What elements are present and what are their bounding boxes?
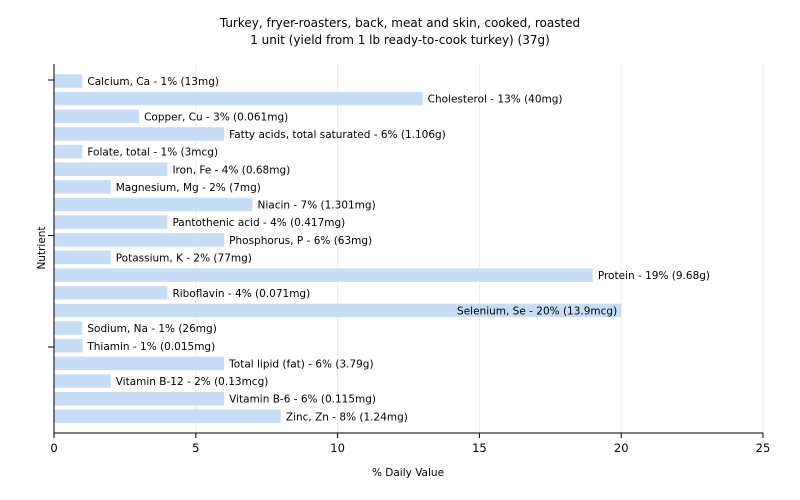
bar-label: Zinc, Zn - 8% (1.24mg) <box>286 411 408 423</box>
bar <box>54 409 281 424</box>
bar-label: Fatty acids, total saturated - 6% (1.106… <box>229 129 446 141</box>
x-tick-label: 25 <box>756 441 771 455</box>
chart-subtitle: 1 unit (yield from 1 lb ready-to-cook tu… <box>250 33 550 47</box>
bar <box>54 339 83 353</box>
bar <box>54 356 225 371</box>
bar <box>54 391 225 406</box>
bar <box>54 91 423 106</box>
bar-label: Niacin - 7% (1.301mg) <box>258 200 376 212</box>
x-tick-label: 20 <box>614 441 629 455</box>
bar-label: Copper, Cu - 3% (0.061mg) <box>144 111 288 123</box>
bar <box>54 162 168 176</box>
x-axis-label: % Daily Value <box>372 467 444 479</box>
bar-label: Vitamin B-12 - 2% (0.13mcg) <box>116 376 269 388</box>
bar <box>54 303 622 318</box>
bar <box>54 250 111 265</box>
bar-label: Selenium, Se - 20% (13.9mcg) <box>457 305 617 317</box>
bar-label: Sodium, Na - 1% (26mg) <box>87 323 216 335</box>
bar <box>54 374 111 388</box>
bar-label: Iron, Fe - 4% (0.68mg) <box>172 164 290 176</box>
bar <box>54 197 253 212</box>
bar <box>54 74 83 88</box>
bar <box>54 144 83 159</box>
chart-title: Turkey, fryer-roasters, back, meat and s… <box>219 16 580 30</box>
bar <box>54 268 593 282</box>
bar-label: Potassium, K - 2% (77mg) <box>116 253 252 265</box>
gridlines <box>195 64 764 433</box>
axes: 0 5 10 15 20 25 <box>48 64 770 455</box>
bar <box>54 109 140 124</box>
bar <box>54 180 111 194</box>
bar-label: Thiamin - 1% (0.015mg) <box>86 341 215 353</box>
bar <box>54 286 168 300</box>
bar-label: Protein - 19% (9.68g) <box>598 270 710 282</box>
x-tick-label: 15 <box>472 441 487 455</box>
x-tick-label: 5 <box>192 441 199 455</box>
bar-label: Pantothenic acid - 4% (0.417mg) <box>172 217 345 229</box>
bar-label: Magnesium, Mg - 2% (7mg) <box>116 182 261 194</box>
bar-label: Folate, total - 1% (3mcg) <box>87 147 218 159</box>
y-axis-label: Nutrient <box>36 226 48 269</box>
bars: Calcium, Ca - 1% (13mg) Cholesterol - 13%… <box>54 74 710 423</box>
bar-label: Phosphorus, P - 6% (63mg) <box>229 235 372 247</box>
bar <box>54 321 83 335</box>
bar <box>54 127 225 141</box>
bar <box>54 233 225 247</box>
bar-label: Total lipid (fat) - 6% (3.79g) <box>228 358 373 370</box>
bar-label: Vitamin B-6 - 6% (0.115mg) <box>229 394 376 406</box>
bar-label: Cholesterol - 13% (40mg) <box>428 94 563 106</box>
x-tick-label: 10 <box>330 441 345 455</box>
x-tick-label: 0 <box>50 441 57 455</box>
bar <box>54 215 168 229</box>
bar-label: Calcium, Ca - 1% (13mg) <box>87 76 219 88</box>
bar-label: Riboflavin - 4% (0.071mg) <box>172 288 310 300</box>
